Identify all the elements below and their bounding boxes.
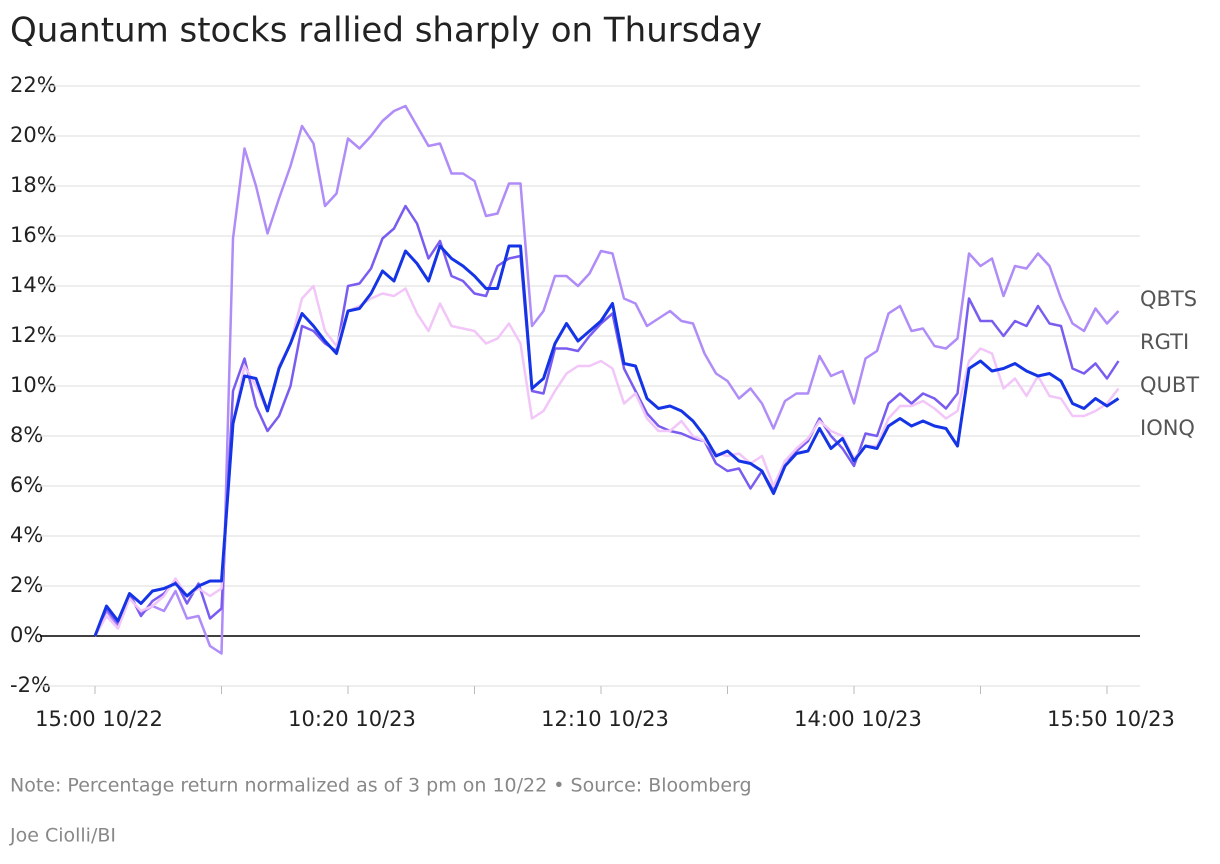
y-tick-label: 20% [10, 123, 57, 147]
y-tick-label: 14% [10, 273, 57, 297]
legend-label: QBTS [1140, 287, 1197, 311]
y-tick-label: 8% [10, 423, 43, 447]
x-tick-label: 15:00 10/22 [35, 707, 163, 731]
y-tick-label: -2% [10, 673, 51, 697]
y-tick-label: 6% [10, 473, 43, 497]
x-tick-label: 15:50 10/23 [1047, 707, 1175, 731]
y-tick-label: 4% [10, 523, 43, 547]
series-line [93, 244, 1120, 637]
x-tick-label: 10:20 10/23 [288, 707, 416, 731]
y-tick-label: 18% [10, 173, 57, 197]
y-tick-label: 22% [10, 73, 57, 97]
y-tick-label: 12% [10, 323, 57, 347]
chart-title: Quantum stocks rallied sharply on Thursd… [10, 11, 762, 51]
x-tick-label: 14:00 10/23 [794, 707, 922, 731]
y-tick-label: 10% [10, 373, 57, 397]
y-tick-label: 16% [10, 223, 57, 247]
x-tick-label: 12:10 10/23 [541, 707, 669, 731]
y-tick-label: 0% [10, 623, 43, 647]
credit: Joe Ciolli/BI [9, 825, 116, 847]
series-line [93, 204, 1120, 637]
series-line [93, 104, 1120, 655]
legend-label: QUBT [1140, 373, 1199, 397]
y-tick-label: 2% [10, 573, 43, 597]
legend-label: IONQ [1140, 416, 1195, 440]
note: Note: Percentage return normalized as of… [10, 775, 752, 797]
legend-label: RGTI [1140, 330, 1189, 354]
